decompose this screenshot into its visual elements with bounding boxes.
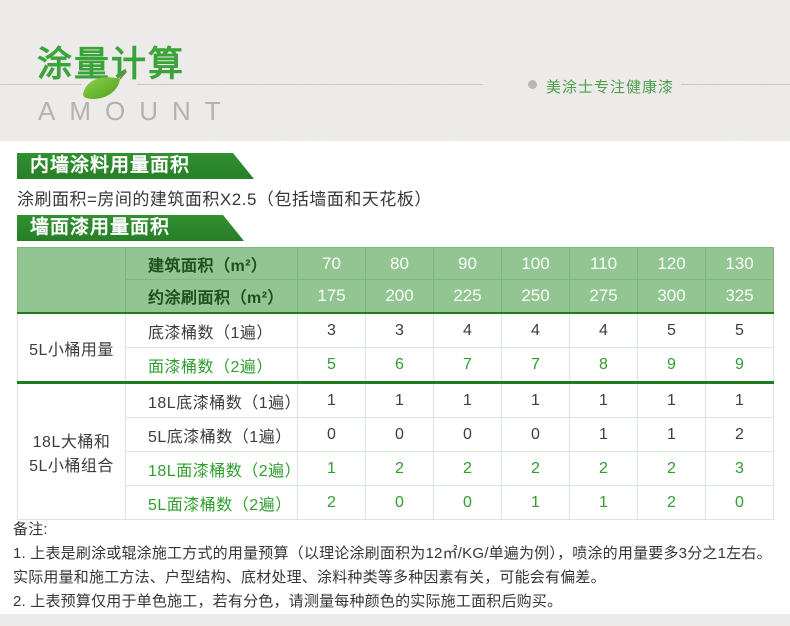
value-cell: 5 (637, 312, 706, 348)
header-value-cell: 300 (637, 279, 706, 314)
value-cell: 4 (501, 312, 570, 348)
value-cell: 1 (365, 381, 434, 418)
header-value-cell: 100 (501, 247, 570, 280)
header-value-cell: 70 (297, 247, 366, 280)
brand-slogan: 美涂士专注健康漆 (546, 79, 675, 96)
notes-section: 备注: 1. 上表是刷涂或辊涂施工方式的用量预算（以理论涂刷面积为12㎡/KG/… (13, 518, 783, 614)
value-cell: 1 (433, 381, 502, 418)
value-cell: 2 (365, 451, 434, 486)
divider-line (137, 84, 483, 85)
header-value-cell: 275 (569, 279, 638, 314)
group-label-cell: 5L小桶用量 (17, 312, 126, 383)
value-cell: 0 (433, 417, 502, 452)
value-cell: 2 (637, 485, 706, 520)
divider-line (681, 84, 790, 85)
formula-text: 涂刷面积=房间的建筑面积X2.5（包括墙面和天花板） (17, 190, 432, 209)
note-line: 1. 上表是刷涂或辊涂施工方式的用量预算（以理论涂刷面积为12㎡/KG/单遍为例… (13, 545, 772, 562)
header-value-cell: 120 (637, 247, 706, 280)
header-value-cell: 225 (433, 279, 502, 314)
header-value-cell: 80 (365, 247, 434, 280)
texture-noise (0, 0, 790, 141)
header-row-label: 建筑面积（m²） (125, 247, 298, 280)
header-value-cell: 90 (433, 247, 502, 280)
value-cell: 2 (501, 451, 570, 486)
header-row-label: 约涂刷面积（m²） (125, 279, 298, 314)
row-label-cell: 18L面漆桶数（2遍） (125, 451, 301, 486)
value-cell: 2 (705, 417, 774, 452)
value-cell: 1 (501, 485, 570, 520)
row-label-cell: 18L底漆桶数（1遍） (125, 381, 301, 418)
header-value-cell: 200 (365, 279, 434, 314)
note-line: 2. 上表预算仅用于单色施工，若有分色，请测量每种颜色的实际施工面积后购买。 (13, 593, 563, 610)
page-subtitle: AMOUNT (38, 96, 235, 126)
value-cell: 3 (297, 312, 366, 348)
value-cell: 6 (365, 347, 434, 383)
value-cell: 4 (569, 312, 638, 348)
group-label-line: 5L小桶组合 (29, 457, 114, 475)
value-cell: 0 (705, 485, 774, 520)
value-cell: 1 (637, 381, 706, 418)
divider-line (0, 84, 82, 85)
value-cell: 0 (433, 485, 502, 520)
value-cell: 4 (433, 312, 502, 348)
value-cell: 2 (297, 485, 366, 520)
row-label-cell: 底漆桶数（1遍） (125, 312, 298, 348)
header-value-cell: 250 (501, 279, 570, 314)
value-cell: 5 (297, 347, 366, 383)
texture-noise (0, 614, 790, 626)
value-cell: 0 (365, 417, 434, 452)
notes-title: 备注: (13, 521, 48, 538)
header-value-cell: 130 (705, 247, 774, 280)
row-label-cell: 面漆桶数（2遍） (125, 347, 298, 383)
value-cell: 1 (569, 417, 638, 452)
value-cell: 2 (433, 451, 502, 486)
row-label-cell: 5L面漆桶数（2遍） (125, 485, 298, 520)
group-label-cell: 18L大桶和 5L小桶组合 (17, 381, 126, 520)
value-cell: 8 (569, 347, 638, 383)
value-cell: 3 (705, 451, 774, 486)
header-value-cell: 325 (705, 279, 774, 314)
value-cell: 0 (297, 417, 366, 452)
value-cell: 1 (501, 381, 570, 418)
value-cell: 9 (705, 347, 774, 383)
divider-dot-icon (528, 80, 537, 89)
value-cell: 1 (569, 485, 638, 520)
value-cell: 9 (637, 347, 706, 383)
value-cell: 7 (433, 347, 502, 383)
value-cell: 3 (365, 312, 434, 348)
value-cell: 7 (501, 347, 570, 383)
value-cell: 2 (637, 451, 706, 486)
section-banner-wall-paint: 墙面漆用量面积 (17, 215, 244, 241)
value-cell: 0 (501, 417, 570, 452)
value-cell: 2 (569, 451, 638, 486)
row-label-cell: 5L底漆桶数（1遍） (125, 417, 298, 452)
section-banner-inner-wall: 内墙涂料用量面积 (17, 153, 254, 179)
value-cell: 5 (705, 312, 774, 348)
table-corner-cell (17, 247, 126, 314)
header-value-cell: 175 (297, 279, 366, 314)
value-cell: 1 (297, 381, 366, 418)
value-cell: 1 (297, 451, 366, 486)
header-band: 涂量计算 AMOUNT 美涂士专注健康漆 (0, 0, 790, 141)
header-value-cell: 110 (569, 247, 638, 280)
usage-table: 建筑面积（m²） 70 80 90 100 110 120 130 约涂刷面积（… (17, 247, 774, 520)
footer-band (0, 614, 790, 626)
group-label-line: 18L大桶和 (32, 433, 111, 451)
value-cell: 1 (705, 381, 774, 418)
value-cell: 1 (569, 381, 638, 418)
value-cell: 0 (365, 485, 434, 520)
leaf-icon (83, 71, 127, 100)
value-cell: 1 (637, 417, 706, 452)
note-line: 实际用量和施工方法、户型结构、底材处理、涂料种类等多种因素有关，可能会有偏差。 (13, 569, 606, 586)
